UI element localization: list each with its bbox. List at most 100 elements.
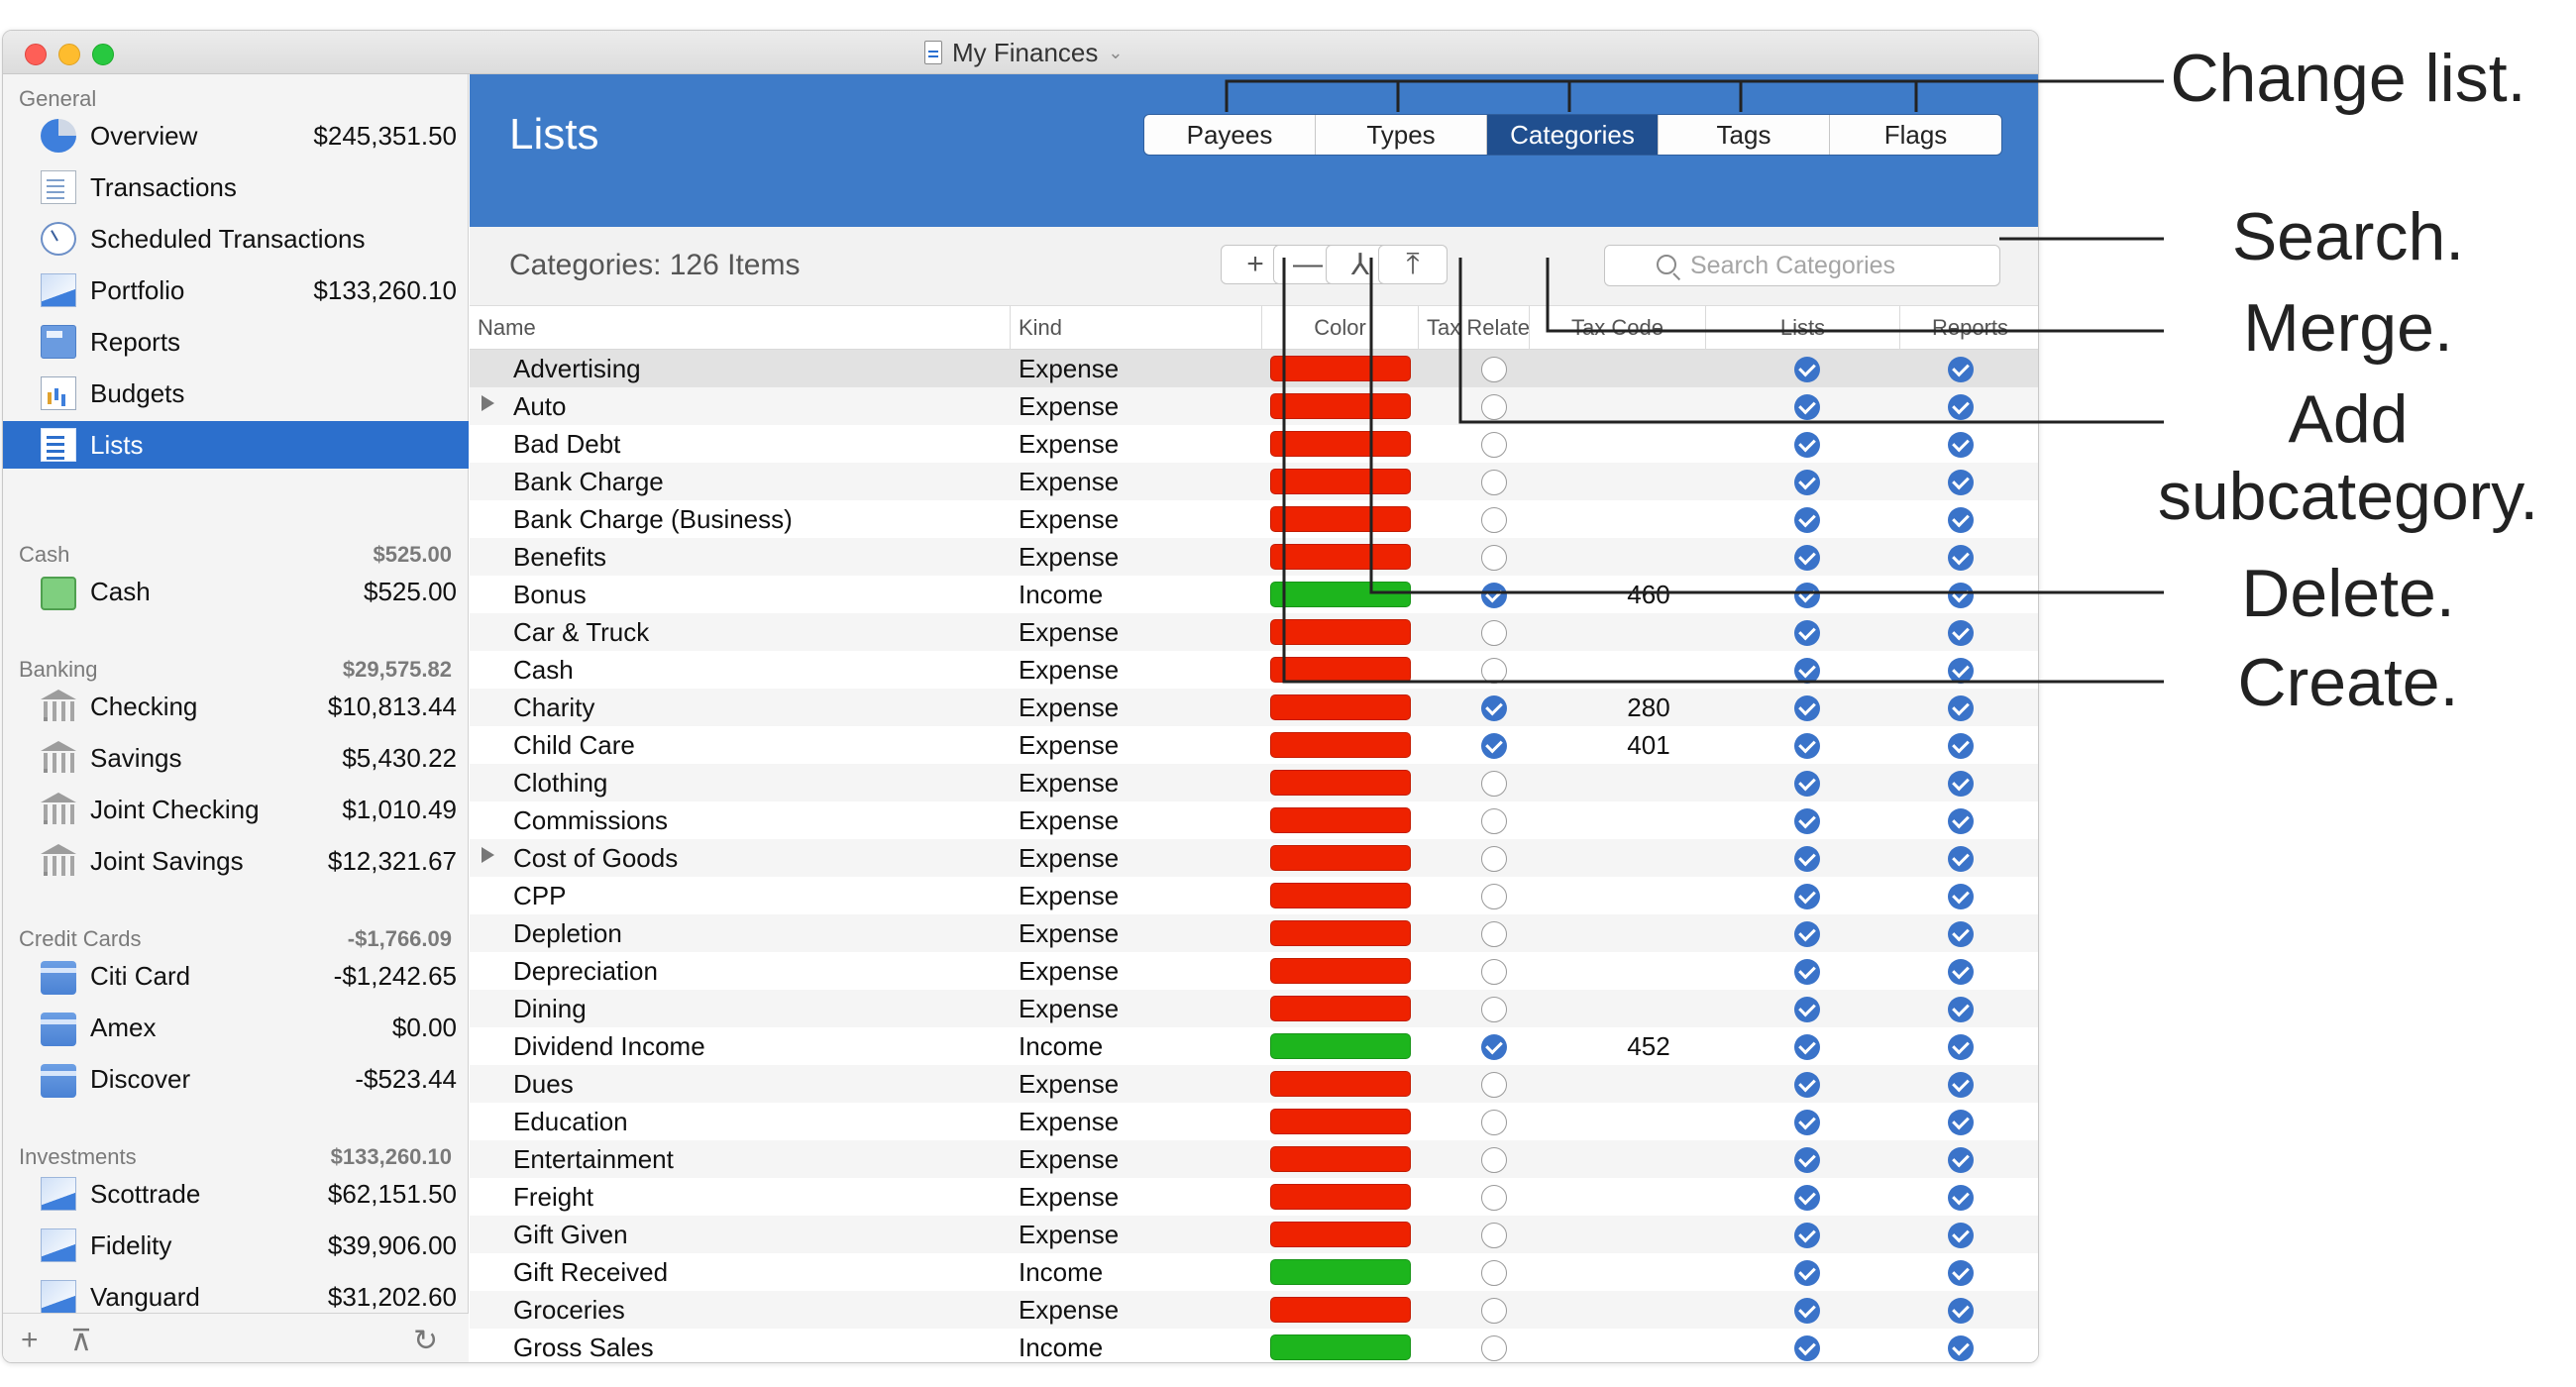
show-in-reports-checkbox[interactable]	[1948, 1072, 1974, 1098]
show-in-reports-checkbox[interactable]	[1948, 1147, 1974, 1173]
show-in-reports-checkbox[interactable]	[1948, 620, 1974, 646]
show-in-reports-checkbox[interactable]	[1948, 1034, 1974, 1060]
category-color-swatch[interactable]	[1270, 732, 1411, 758]
tax-related-unchecked[interactable]	[1481, 357, 1507, 382]
tab-categories[interactable]: Categories	[1487, 115, 1659, 155]
show-in-reports-checkbox[interactable]	[1948, 884, 1974, 909]
show-in-lists-checkbox[interactable]	[1794, 1034, 1820, 1060]
sidebar-item-joint-savings[interactable]: Joint Savings $12,321.67	[3, 837, 469, 885]
show-in-reports-checkbox[interactable]	[1948, 470, 1974, 495]
tax-related-unchecked[interactable]	[1481, 545, 1507, 571]
table-row[interactable]: Dividend Income Income 452	[470, 1027, 2038, 1065]
show-in-lists-checkbox[interactable]	[1794, 507, 1820, 533]
category-color-swatch[interactable]	[1270, 469, 1411, 494]
table-row[interactable]: Auto Expense	[470, 387, 2038, 425]
tax-related-unchecked[interactable]	[1481, 1110, 1507, 1135]
table-row[interactable]: Bonus Income 460	[470, 576, 2038, 613]
sidebar-item-fidelity[interactable]: Fidelity $39,906.00	[3, 1222, 469, 1269]
column-header-reports[interactable]: Reports	[1931, 315, 2009, 340]
add-account-button[interactable]: +	[21, 1324, 39, 1356]
category-color-swatch[interactable]	[1270, 1222, 1411, 1247]
sidebar-section-general[interactable]: General	[19, 84, 452, 114]
table-row[interactable]: Charity Expense 280	[470, 689, 2038, 726]
show-in-reports-checkbox[interactable]	[1948, 695, 1974, 721]
search-input[interactable]	[1690, 250, 1987, 281]
show-in-reports-checkbox[interactable]	[1948, 394, 1974, 420]
tax-related-unchecked[interactable]	[1481, 1072, 1507, 1098]
tax-related-unchecked[interactable]	[1481, 997, 1507, 1022]
show-in-reports-checkbox[interactable]	[1948, 507, 1974, 533]
category-color-swatch[interactable]	[1270, 1146, 1411, 1172]
sidebar-item-scheduled-transactions[interactable]: Scheduled Transactions	[3, 215, 469, 263]
category-color-swatch[interactable]	[1270, 996, 1411, 1021]
sidebar-item-discover[interactable]: Discover -$523.44	[3, 1055, 469, 1103]
show-in-reports-checkbox[interactable]	[1948, 545, 1974, 571]
tax-related-unchecked[interactable]	[1481, 1335, 1507, 1361]
sidebar-item-reports[interactable]: Reports	[3, 318, 469, 366]
sidebar-item-savings[interactable]: Savings $5,430.22	[3, 734, 469, 782]
table-row[interactable]: Gross Sales Income	[470, 1329, 2038, 1362]
table-row[interactable]: Dining Expense	[470, 990, 2038, 1027]
show-in-reports-checkbox[interactable]	[1948, 1110, 1974, 1135]
show-in-lists-checkbox[interactable]	[1794, 1335, 1820, 1361]
sidebar-section-cash[interactable]: Cash $525.00	[19, 540, 452, 570]
show-in-lists-checkbox[interactable]	[1794, 695, 1820, 721]
tax-related-unchecked[interactable]	[1481, 884, 1507, 909]
category-color-swatch[interactable]	[1270, 393, 1411, 419]
show-in-lists-checkbox[interactable]	[1794, 1185, 1820, 1211]
show-in-reports-checkbox[interactable]	[1948, 1185, 1974, 1211]
table-row[interactable]: Cost of Goods Expense	[470, 839, 2038, 877]
category-color-swatch[interactable]	[1270, 619, 1411, 645]
show-in-reports-checkbox[interactable]	[1948, 432, 1974, 458]
disclosure-triangle-icon[interactable]	[482, 847, 494, 863]
show-in-lists-checkbox[interactable]	[1794, 884, 1820, 909]
tax-related-checked[interactable]	[1481, 733, 1507, 759]
table-row[interactable]: Freight Expense	[470, 1178, 2038, 1216]
table-row[interactable]: Commissions Expense	[470, 801, 2038, 839]
tab-flags[interactable]: Flags	[1883, 119, 1948, 150]
sidebar-item-checking[interactable]: Checking $10,813.44	[3, 683, 469, 730]
table-row[interactable]: Depreciation Expense	[470, 952, 2038, 990]
show-in-lists-checkbox[interactable]	[1794, 959, 1820, 985]
show-in-reports-checkbox[interactable]	[1948, 846, 1974, 872]
show-in-lists-checkbox[interactable]	[1794, 921, 1820, 947]
tax-related-unchecked[interactable]	[1481, 1260, 1507, 1286]
show-in-reports-checkbox[interactable]	[1948, 1223, 1974, 1248]
table-row[interactable]: CPP Expense	[470, 877, 2038, 914]
category-color-swatch[interactable]	[1270, 807, 1411, 833]
table-row[interactable]: Advertising Expense	[470, 350, 2038, 387]
show-in-reports-checkbox[interactable]	[1948, 583, 1974, 608]
show-in-reports-checkbox[interactable]	[1948, 357, 1974, 382]
maximize-window-button[interactable]	[92, 44, 114, 65]
sidebar-item-portfolio[interactable]: Portfolio $133,260.10	[3, 267, 469, 314]
tab-payees[interactable]: Payees	[1144, 115, 1316, 155]
category-color-swatch[interactable]	[1270, 958, 1411, 984]
tax-related-unchecked[interactable]	[1481, 432, 1507, 458]
table-row[interactable]: Gift Given Expense	[470, 1216, 2038, 1253]
merge-categories-button[interactable]: ⤒	[1378, 245, 1448, 284]
tax-related-unchecked[interactable]	[1481, 507, 1507, 533]
show-in-lists-checkbox[interactable]	[1794, 733, 1820, 759]
show-in-lists-checkbox[interactable]	[1794, 357, 1820, 382]
tax-related-checked[interactable]	[1481, 695, 1507, 721]
tax-related-unchecked[interactable]	[1481, 658, 1507, 684]
show-in-reports-checkbox[interactable]	[1948, 921, 1974, 947]
tab-types[interactable]: Types	[1316, 115, 1487, 155]
show-in-reports-checkbox[interactable]	[1948, 771, 1974, 797]
show-in-lists-checkbox[interactable]	[1794, 545, 1820, 571]
sidebar-item-joint-checking[interactable]: Joint Checking $1,010.49	[3, 786, 469, 833]
category-color-swatch[interactable]	[1270, 920, 1411, 946]
category-color-swatch[interactable]	[1270, 845, 1411, 871]
table-row[interactable]: Car & Truck Expense	[470, 613, 2038, 651]
table-row[interactable]: Depletion Expense	[470, 914, 2038, 952]
show-in-lists-checkbox[interactable]	[1794, 620, 1820, 646]
show-in-lists-checkbox[interactable]	[1794, 1260, 1820, 1286]
table-row[interactable]: Bank Charge Expense	[470, 463, 2038, 500]
category-color-swatch[interactable]	[1270, 582, 1411, 607]
column-header-kind[interactable]: Kind	[1011, 306, 1262, 350]
show-in-reports-checkbox[interactable]	[1948, 658, 1974, 684]
category-color-swatch[interactable]	[1270, 506, 1411, 532]
tab-tags[interactable]: Tags	[1659, 115, 1830, 155]
column-header-name[interactable]: Name	[470, 306, 1011, 350]
show-in-lists-checkbox[interactable]	[1794, 1298, 1820, 1324]
